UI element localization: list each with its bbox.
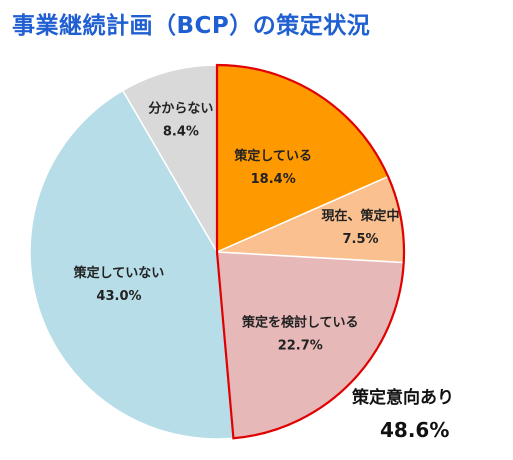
slice-value-sakutei-shiteinai: 43.0%: [96, 289, 141, 304]
chart-title: 事業継続計画（BCP）の策定状況: [12, 13, 371, 39]
pie-slice-sakutei-shiteinai: [29, 89, 235, 440]
pie-slice-wakaranai: [121, 64, 218, 255]
slice-value-sakutei-chu: 7.5%: [342, 232, 378, 247]
slice-value-kento-chu: 22.7%: [278, 339, 323, 354]
group-annotation-label: 策定意向あり: [352, 388, 454, 408]
slice-value-wakaranai: 8.4%: [163, 124, 199, 139]
slice-label-kento-chu: 策定を検討している: [242, 315, 359, 331]
slice-label-sakutei-shiteiru: 策定している: [234, 148, 312, 164]
group-annotation-value: 48.6%: [380, 418, 450, 442]
slice-value-sakutei-shiteiru: 18.4%: [251, 172, 296, 187]
slice-label-wakaranai: 分からない: [148, 100, 213, 116]
group-outline: [215, 63, 406, 440]
slice-label-sakutei-chu: 現在、策定中: [322, 208, 400, 224]
slice-label-sakutei-shiteinai: 策定していない: [74, 265, 165, 281]
